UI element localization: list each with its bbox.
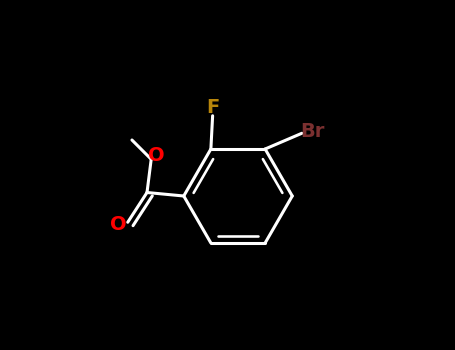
- Text: O: O: [148, 146, 165, 164]
- Text: O: O: [110, 215, 126, 233]
- Text: F: F: [206, 98, 219, 117]
- Text: Br: Br: [300, 122, 324, 141]
